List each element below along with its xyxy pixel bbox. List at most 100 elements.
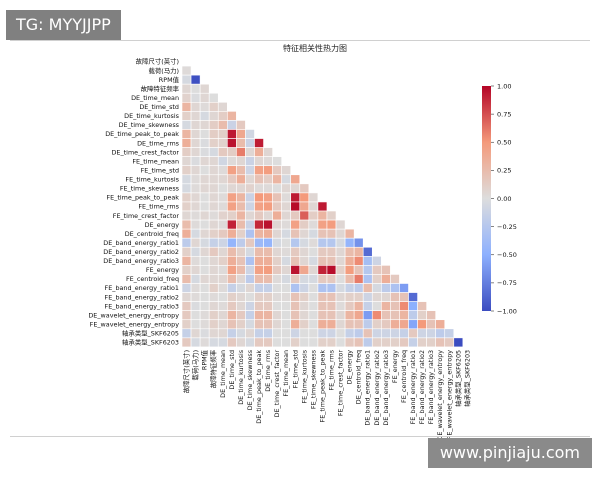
heatmap-cell [236, 274, 246, 284]
heatmap-cell [208, 219, 219, 230]
heatmap-cell [299, 301, 310, 311]
heatmap-cell [190, 83, 201, 94]
y-tick-label: DE_time_rms [137, 139, 180, 147]
heatmap-cell [335, 292, 346, 302]
heatmap-cell [208, 328, 219, 339]
heatmap-cell [181, 111, 192, 121]
heatmap-cell [281, 201, 292, 212]
heatmap-cell [371, 292, 382, 302]
heatmap-cell [371, 328, 382, 339]
heatmap-cell [190, 210, 201, 221]
x-tick-label: DE_band_energy_ratio1 [364, 350, 372, 426]
heatmap-cell [181, 210, 192, 221]
heatmap-cell [335, 283, 346, 293]
heatmap-cell [317, 210, 328, 221]
heatmap-cell [299, 328, 310, 339]
heatmap-cell [290, 237, 301, 248]
heatmap-cell [190, 337, 201, 348]
heatmap-cell [290, 310, 301, 321]
heatmap-cell [190, 219, 201, 230]
heatmap-cell [236, 129, 246, 139]
heatmap-cell [408, 292, 418, 302]
heatmap-cell [199, 292, 210, 302]
heatmap-cell [227, 129, 237, 139]
heatmap-cell [326, 328, 337, 339]
heatmap-cell [263, 301, 273, 311]
heatmap-cell [290, 265, 301, 275]
heatmap-cell [272, 283, 282, 293]
heatmap-cell [408, 328, 418, 339]
heatmap-cell [181, 183, 192, 194]
heatmap-cell [426, 328, 436, 339]
heatmap-cell [399, 337, 409, 348]
x-tick-label: FE_time_mean [282, 350, 290, 397]
heatmap-cell [263, 210, 273, 221]
heatmap-cell [199, 210, 210, 221]
heatmap-cell [190, 129, 201, 139]
heatmap-cell [190, 246, 201, 257]
heatmap-cell [227, 120, 237, 130]
heatmap-cell [390, 283, 400, 293]
x-tick-label: FE_band_energy_ratio1 [409, 350, 417, 424]
heatmap-cell [381, 337, 391, 348]
y-tick-label: FE_band_energy_ratio1 [105, 284, 179, 292]
heatmap-cell [317, 301, 328, 311]
heatmap-cell [254, 246, 264, 257]
heatmap-cell [290, 319, 301, 330]
heatmap-cell [263, 328, 273, 339]
heatmap-cell [299, 210, 310, 221]
heatmap-cell [408, 310, 418, 321]
heatmap-cell [335, 246, 346, 257]
heatmap-cell [227, 310, 237, 321]
heatmap-cell [227, 319, 237, 330]
heatmap-cell [299, 246, 310, 257]
heatmap-cell [254, 156, 264, 167]
heatmap-cell [254, 165, 264, 176]
heatmap-cell [181, 292, 192, 302]
heatmap-cell [317, 246, 328, 257]
heatmap-cell [362, 256, 373, 266]
heatmap-cell [299, 283, 310, 293]
heatmap-cell [208, 156, 219, 167]
heatmap-cell [326, 301, 337, 311]
heatmap-cell [227, 156, 237, 167]
heatmap-cell [390, 301, 400, 311]
colorbar [482, 86, 491, 311]
x-tick-label: FE_band_energy_ratio2 [418, 350, 426, 424]
heatmap-cell [444, 337, 455, 348]
heatmap-cell [236, 201, 246, 212]
heatmap-cell [181, 92, 192, 103]
colorbar-tick-label: 0.00 [497, 195, 511, 203]
heatmap-cell [317, 237, 328, 248]
y-tick-label: 轴承类型_SKF6205 [122, 329, 179, 338]
heatmap-cell [263, 283, 273, 293]
x-tick-label: DE_time_skewness [246, 349, 254, 410]
colorbar-ticks: 1.00 0.75 0.50 0.25 0.00 −0.25 −0.50 −0.75 −1.00 [491, 82, 517, 315]
heatmap-cell [299, 192, 310, 203]
heatmap-cell [371, 274, 382, 284]
heatmap-cell [227, 337, 237, 348]
y-tick-label: DE_energy [145, 221, 180, 229]
heatmap-cell [199, 265, 210, 275]
heatmap-cell [362, 274, 373, 284]
heatmap-cell [381, 328, 391, 339]
heatmap-cell [344, 237, 355, 248]
heatmap-cell [326, 237, 337, 248]
heatmap-cell [208, 283, 219, 293]
heatmap-cell [236, 219, 246, 230]
heatmap-cell [308, 256, 319, 266]
heatmap-cell [444, 328, 455, 339]
heatmap-cell [227, 301, 237, 311]
heatmap-cell [435, 319, 446, 330]
y-tick-label: FE_time_crest_factor [113, 212, 180, 220]
heatmap-cell [245, 237, 255, 248]
heatmap-cell [227, 246, 237, 257]
heatmap-cell [245, 256, 255, 266]
heatmap-cell [181, 102, 192, 112]
heatmap-cells [181, 65, 464, 348]
heatmap-cell [290, 292, 301, 302]
heatmap-cell [199, 301, 210, 311]
heatmap-cell [199, 228, 210, 239]
heatmap-cell [181, 138, 192, 148]
heatmap-cell [335, 337, 346, 348]
